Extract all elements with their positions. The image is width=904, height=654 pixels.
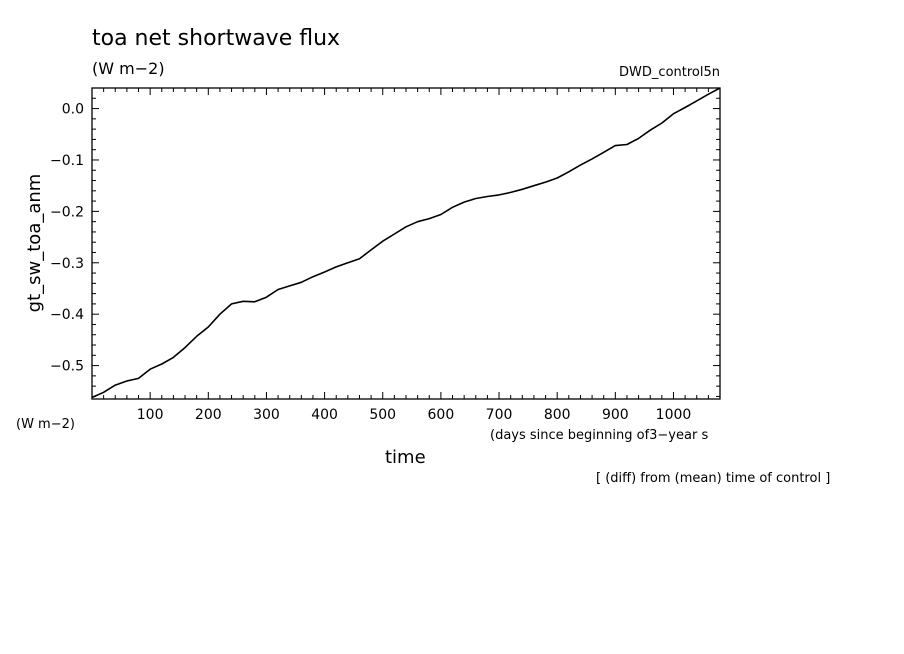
chart-title: toa net shortwave flux: [92, 26, 340, 51]
x-tick-label: 600: [428, 407, 455, 423]
series-line: [91, 87, 721, 399]
series-group: [91, 87, 721, 399]
y-tick-label: −0.3: [50, 256, 84, 272]
y-tick-label: 0.0: [62, 102, 84, 118]
x-tick-label: 700: [486, 407, 513, 423]
y-tick-label: −0.5: [50, 359, 84, 375]
run-label: DWD_control5n: [619, 65, 720, 80]
axis-ticks: [92, 87, 720, 399]
x-tick-label: 800: [544, 407, 571, 423]
x-axis-label: time: [385, 447, 426, 468]
x-tick-label: 300: [253, 407, 280, 423]
x-tick-label: 500: [369, 407, 396, 423]
chart-title-unit: (W m−2): [92, 59, 165, 78]
y-tick-label: −0.1: [50, 153, 84, 169]
plot-frame: [91, 87, 721, 400]
y-axis-unit: (W m−2): [16, 417, 75, 432]
x-axis-unit: (days since beginning of3−year s: [490, 428, 708, 443]
x-tick-label: 900: [602, 407, 629, 423]
x-tick-labels: 100 200 300 400 500 600 700 800 900 1000: [137, 407, 692, 423]
y-tick-labels: 0.0 −0.1 −0.2 −0.3 −0.4 −0.5: [50, 102, 84, 375]
y-tick-label: −0.2: [50, 204, 84, 220]
chart-note: [ (diff) from (mean) time of control ]: [596, 471, 830, 486]
y-axis-label: gt_sw_toa_anm: [24, 174, 45, 313]
x-tick-label: 400: [311, 407, 338, 423]
x-tick-label: 1000: [656, 407, 692, 423]
y-tick-label: −0.4: [50, 307, 84, 323]
x-tick-label: 100: [137, 407, 164, 423]
x-tick-label: 200: [195, 407, 222, 423]
